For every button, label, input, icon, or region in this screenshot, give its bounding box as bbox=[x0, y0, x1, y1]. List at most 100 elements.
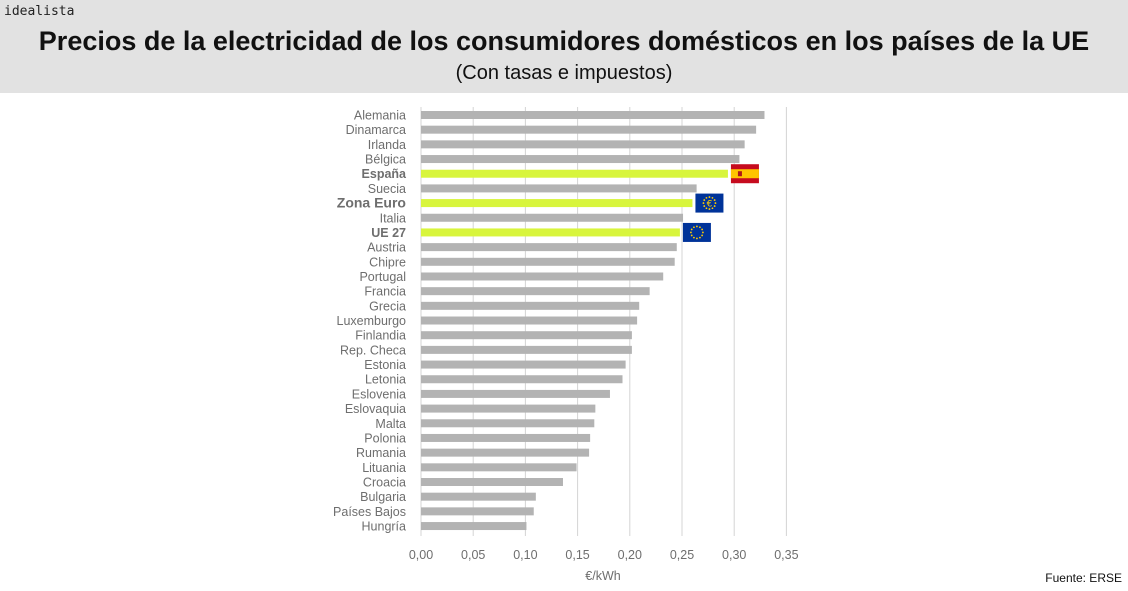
bar-0 bbox=[421, 111, 765, 119]
header-band: idealista Precios de la electricidad de … bbox=[0, 0, 1128, 93]
flag-star bbox=[708, 196, 711, 198]
flag-star bbox=[705, 196, 708, 199]
bar-13 bbox=[421, 301, 640, 310]
category-label-28: Hungría bbox=[362, 520, 407, 534]
flag-star bbox=[714, 202, 717, 204]
category-label-1: Dinamarca bbox=[346, 123, 406, 137]
bar-4 bbox=[421, 169, 728, 178]
bar-7 bbox=[421, 213, 684, 222]
bar-25 bbox=[421, 478, 563, 486]
chart-title: Precios de la electricidad de los consum… bbox=[38, 26, 1090, 56]
flag-star bbox=[713, 199, 716, 201]
flag-star bbox=[690, 234, 693, 237]
category-label-21: Malta bbox=[375, 417, 406, 431]
category-label-24: Lituania bbox=[362, 461, 406, 475]
flag-blue-field bbox=[682, 222, 711, 242]
bar-12 bbox=[421, 287, 650, 296]
bar-18 bbox=[421, 375, 623, 384]
flag-star bbox=[696, 225, 698, 228]
flag-star bbox=[701, 234, 704, 237]
flag-star bbox=[690, 228, 693, 231]
flag-yellow-band bbox=[730, 169, 759, 179]
x-tick-label-7: 0,35 bbox=[774, 548, 798, 562]
category-label-8: UE 27 bbox=[371, 226, 406, 240]
bar-23 bbox=[421, 448, 590, 457]
eu-flag-icon bbox=[682, 222, 711, 242]
bar-17 bbox=[421, 360, 626, 369]
bar-28 bbox=[421, 522, 527, 531]
x-tick-label-3: 0,15 bbox=[565, 548, 589, 562]
bar-5 bbox=[421, 184, 697, 193]
flag-star bbox=[696, 237, 698, 240]
category-label-0: Alemania bbox=[354, 109, 406, 123]
bar-16 bbox=[421, 345, 632, 354]
x-tick-label-4: 0,20 bbox=[618, 548, 642, 562]
flag-star bbox=[713, 205, 716, 207]
category-label-20: Eslovaquia bbox=[345, 402, 406, 416]
bar-19 bbox=[421, 389, 610, 398]
category-label-19: Eslovenia bbox=[352, 387, 406, 401]
x-tick-label-2: 0,10 bbox=[513, 548, 537, 562]
category-label-5: Suecia bbox=[368, 182, 406, 196]
eurozone-flag-icon: € bbox=[695, 193, 724, 213]
bar-11 bbox=[421, 272, 664, 281]
flag-star bbox=[703, 205, 706, 207]
flag-star bbox=[693, 236, 695, 239]
category-label-10: Chipre bbox=[369, 255, 406, 269]
bar-22 bbox=[421, 433, 591, 442]
x-tick-label-5: 0,25 bbox=[670, 548, 694, 562]
x-tick-label-0: 0,00 bbox=[409, 548, 433, 562]
category-label-2: Irlanda bbox=[368, 138, 406, 152]
category-label-13: Grecia bbox=[369, 299, 406, 313]
flag-star bbox=[702, 202, 705, 204]
category-label-14: Luxemburgo bbox=[337, 314, 407, 328]
flag-star bbox=[705, 207, 708, 210]
x-tick-label-1: 0,05 bbox=[461, 548, 485, 562]
brand-logo: idealista bbox=[4, 4, 75, 19]
flag-star bbox=[703, 199, 706, 201]
flag-star bbox=[699, 236, 701, 239]
bar-6 bbox=[421, 199, 693, 208]
bar-27 bbox=[421, 507, 534, 516]
category-label-9: Austria bbox=[367, 241, 406, 255]
bar-3 bbox=[421, 155, 740, 164]
x-axis-label: €/kWh bbox=[585, 569, 620, 583]
category-label-23: Rumania bbox=[356, 446, 406, 460]
bar-2 bbox=[421, 140, 745, 149]
category-label-6: Zona Euro bbox=[337, 195, 406, 211]
flag-star bbox=[699, 226, 701, 229]
category-label-11: Portugal bbox=[359, 270, 406, 284]
flag-euro-sign: € bbox=[707, 200, 713, 210]
bar-chart: AlemaniaDinamarcaIrlandaBélgicaEspañaSue… bbox=[333, 107, 799, 583]
category-label-17: Estonia bbox=[364, 358, 406, 372]
bar-8 bbox=[421, 228, 680, 237]
flag-coat-of-arms bbox=[737, 171, 742, 177]
bar-10 bbox=[421, 257, 675, 266]
flag-star bbox=[711, 207, 714, 210]
bar-20 bbox=[421, 404, 596, 413]
category-label-3: Bélgica bbox=[365, 153, 406, 167]
bar-14 bbox=[421, 316, 638, 325]
bar-24 bbox=[421, 463, 577, 472]
category-label-22: Polonia bbox=[364, 431, 406, 445]
flag-star bbox=[690, 231, 692, 234]
category-label-18: Letonia bbox=[365, 373, 406, 387]
spain-flag-icon bbox=[730, 164, 759, 184]
bar-21 bbox=[421, 419, 595, 428]
category-label-25: Croacia bbox=[363, 476, 406, 490]
flag-star bbox=[708, 208, 711, 210]
flag-star bbox=[693, 226, 695, 229]
category-label-12: Francia bbox=[364, 285, 406, 299]
bar-15 bbox=[421, 331, 632, 340]
chart-subtitle: (Con tasas e impuestos) bbox=[455, 62, 673, 84]
category-label-27: Países Bajos bbox=[333, 505, 406, 519]
x-tick-label-6: 0,30 bbox=[722, 548, 746, 562]
bar-9 bbox=[421, 243, 677, 252]
category-label-26: Bulgaria bbox=[360, 490, 406, 504]
category-label-16: Rep. Checa bbox=[340, 343, 406, 357]
category-label-4: España bbox=[362, 167, 408, 181]
bar-1 bbox=[421, 125, 757, 134]
flag-star bbox=[702, 231, 704, 234]
bar-26 bbox=[421, 492, 536, 501]
source-note: Fuente: ERSE bbox=[1045, 571, 1122, 585]
